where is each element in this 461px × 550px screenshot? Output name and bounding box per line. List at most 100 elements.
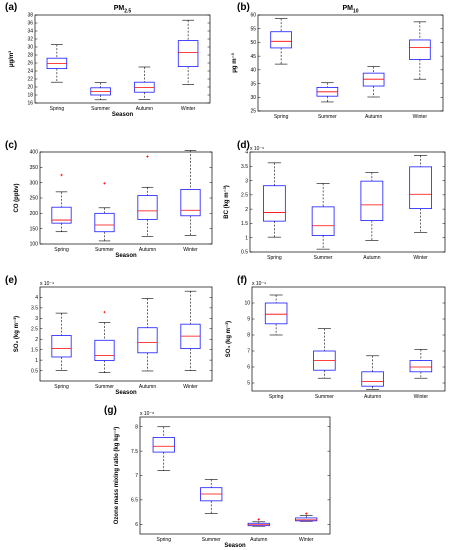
y-tick-label: 16 bbox=[27, 101, 33, 107]
x-tick-label: Autumn bbox=[139, 247, 156, 253]
y-tick-label: 45 bbox=[250, 54, 256, 60]
panel-letter-a: (a) bbox=[5, 2, 17, 13]
chart-title-main: PM bbox=[342, 5, 353, 12]
iqr-box bbox=[311, 206, 335, 236]
y-tick-label: 1.5 bbox=[241, 221, 248, 227]
x-tick-label: Winter bbox=[183, 247, 198, 253]
y-tick-label: 1 bbox=[245, 235, 248, 241]
x-tick-label: Winter bbox=[299, 537, 314, 543]
y-tick-label: 1 bbox=[35, 358, 38, 364]
y-tick-label: 2 bbox=[245, 207, 248, 213]
y-axis-label: SO₂ (kg m⁻³) bbox=[13, 316, 20, 352]
y-tick-label: 3 bbox=[245, 178, 248, 184]
y-tick-label: 50 bbox=[250, 40, 256, 46]
box-summer bbox=[311, 183, 335, 250]
chart-title: PM10 bbox=[342, 5, 358, 15]
x-tick-label: Winter bbox=[413, 255, 428, 261]
x-tick-label: Autumn bbox=[363, 255, 380, 261]
axes-frame bbox=[139, 416, 331, 535]
x-tick-label: Summer bbox=[91, 106, 110, 112]
y-tick-label: 200 bbox=[30, 211, 39, 217]
iqr-box bbox=[51, 206, 72, 224]
y-tick-label: 1.5 bbox=[31, 347, 38, 353]
y-exponent-label: x 10⁻⁸ bbox=[140, 411, 154, 417]
x-tick-label: Autumn bbox=[364, 394, 381, 400]
panel-g: (g) 6 6.5 7 7.5 8 x 10⁻⁸ Ozone mass mixing rati… bbox=[104, 405, 331, 549]
y-tick-label: 400 bbox=[30, 150, 39, 156]
y-tick-label: 2.5 bbox=[31, 326, 38, 332]
x-tick-label: Summer bbox=[95, 247, 114, 253]
iqr-box bbox=[264, 302, 288, 325]
axes-frame bbox=[34, 14, 211, 104]
outlier-point bbox=[146, 155, 149, 158]
x-tick-label: Spring bbox=[157, 537, 172, 543]
y-axis-label: SO₄ (kg m⁻³) bbox=[225, 321, 232, 357]
iqr-box bbox=[94, 339, 115, 361]
x-tick-label: Autumn bbox=[365, 114, 382, 120]
x-tick-label: Autumn bbox=[250, 537, 267, 543]
x-tick-label: Summer bbox=[314, 255, 333, 261]
y-tick-label: 350 bbox=[30, 165, 39, 171]
panel-letter-e: (e) bbox=[5, 275, 17, 286]
chart-title-main: PM bbox=[114, 5, 125, 12]
iqr-box bbox=[270, 31, 292, 49]
y-axis-label: BC (kg m⁻³) bbox=[223, 185, 230, 219]
box-autumn bbox=[362, 66, 385, 98]
box-summer bbox=[313, 328, 336, 379]
y-tick-label: 40 bbox=[250, 68, 256, 74]
y-tick-label: 0.5 bbox=[241, 250, 248, 256]
outlier-point bbox=[305, 512, 308, 515]
x-axis-label: Season bbox=[224, 543, 246, 549]
x-tick-label: Summer bbox=[95, 384, 114, 390]
panel-letter-c: (c) bbox=[5, 140, 17, 151]
y-tick-label: 35 bbox=[250, 81, 256, 87]
y-tick-label: 55 bbox=[250, 26, 256, 32]
y-tick-label: 8 bbox=[247, 333, 250, 339]
y-tick-label: 6.5 bbox=[131, 498, 138, 504]
y-tick-label: 2.5 bbox=[241, 193, 248, 199]
panel-letter-g: (g) bbox=[104, 405, 117, 416]
x-axis-label: Season bbox=[115, 390, 137, 396]
box-spring bbox=[152, 426, 175, 471]
iqr-box bbox=[152, 437, 175, 453]
box-spring bbox=[270, 18, 292, 65]
x-tick-label: Summer bbox=[315, 394, 334, 400]
box-autumn bbox=[247, 518, 270, 527]
x-tick-label: Spring bbox=[267, 255, 282, 261]
y-tick-label: 25 bbox=[250, 109, 256, 115]
x-axis-label: Season bbox=[112, 112, 134, 118]
panel-letter-d: (d) bbox=[237, 140, 250, 151]
box-winter bbox=[295, 512, 318, 522]
iqr-box bbox=[361, 371, 384, 387]
axes-frame bbox=[39, 151, 213, 245]
y-tick-label: 6 bbox=[247, 365, 250, 371]
y-exponent-label: x 10⁻⁶ bbox=[250, 146, 264, 152]
chart-title: PM2.5 bbox=[114, 5, 132, 15]
y-tick-label: 8 bbox=[135, 424, 138, 430]
box-spring bbox=[263, 162, 286, 238]
y-tick-label: 38 bbox=[27, 13, 33, 19]
x-tick-label: Winter bbox=[414, 394, 429, 400]
panel-f: (f) 5 6 7 8 9 10 x 10⁻⁹ SO₄ (kg m⁻³) Spring Summer… bbox=[225, 275, 446, 400]
y-tick-label: 7 bbox=[247, 349, 250, 355]
x-tick-label: Spring bbox=[54, 247, 69, 253]
box-autumn bbox=[134, 66, 155, 100]
y-tick-label: 28 bbox=[27, 53, 33, 59]
iqr-box bbox=[137, 327, 158, 354]
y-axis-label: μg m⁻³ bbox=[231, 53, 238, 73]
x-tick-label: Summer bbox=[318, 114, 337, 120]
x-tick-label: Summer bbox=[202, 537, 221, 543]
iqr-box bbox=[362, 72, 385, 87]
x-tick-label: Autumn bbox=[139, 384, 156, 390]
x-tick-label: Spring bbox=[54, 384, 69, 390]
chart-title-sub: 10 bbox=[353, 9, 359, 15]
y-tick-label: 6 bbox=[135, 522, 138, 528]
iqr-box bbox=[137, 195, 158, 220]
panel-d: (d) 0.5 1 1.5 2 2.5 3 3.5 4x 10⁻⁶ BC (kg m⁻³) Spri… bbox=[223, 140, 446, 261]
iqr-box bbox=[409, 360, 433, 373]
y-exponent-label: x 10⁻⁹ bbox=[252, 281, 266, 287]
y-tick-label: 0.5 bbox=[31, 368, 38, 374]
y-axis-label: CO (ppbv) bbox=[14, 184, 20, 213]
y-tick-label: 18 bbox=[27, 93, 33, 99]
